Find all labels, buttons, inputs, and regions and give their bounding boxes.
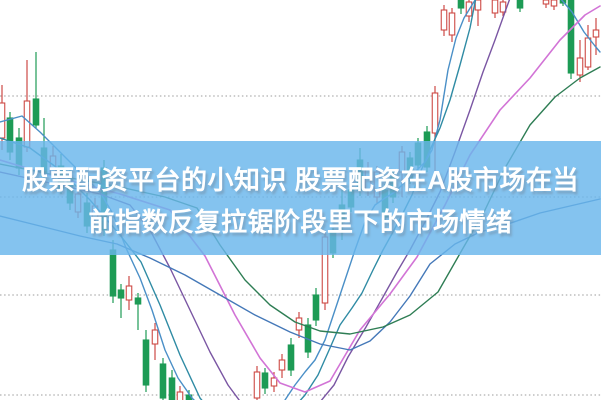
headline-banner: 股票配资平台的小知识 股票配资在A股市场在当 前指数反复拉锯阶段里下的市场情绪 — [0, 141, 601, 255]
headline-line-2: 前指数反复拉锯阶段里下的市场情绪 — [88, 206, 513, 237]
headline-line-1: 股票配资平台的小知识 股票配资在A股市场在当 — [21, 164, 579, 195]
ma-plum — [0, 0, 511, 400]
